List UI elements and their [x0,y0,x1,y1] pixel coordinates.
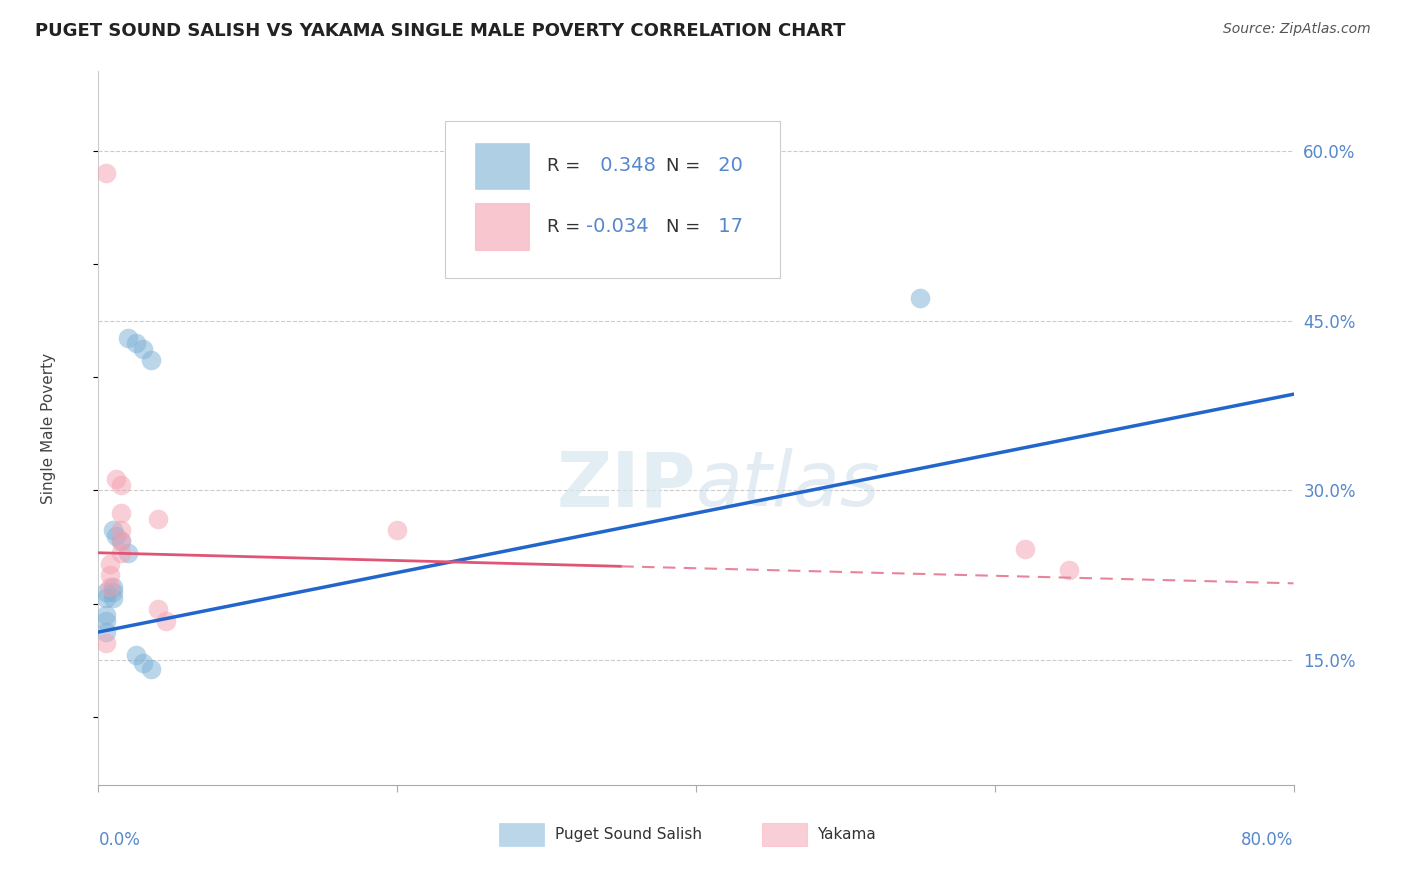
Text: 17: 17 [711,218,742,236]
FancyBboxPatch shape [762,822,807,846]
Text: 80.0%: 80.0% [1241,831,1294,849]
Point [94,636,117,650]
Point [125,648,148,662]
Point [110,534,132,549]
Text: 0.348: 0.348 [595,156,657,175]
Point [148,512,170,526]
Point [110,534,132,549]
Text: R =: R = [547,218,579,235]
Point [385,523,409,537]
Text: 0.0%: 0.0% [98,831,141,849]
Text: atlas: atlas [696,449,880,522]
FancyBboxPatch shape [446,121,780,278]
Point [98,568,122,582]
Point [105,529,128,543]
Point [132,656,155,670]
Point [139,353,162,368]
Point [110,477,132,491]
Point [125,336,148,351]
Text: -0.034: -0.034 [586,218,648,236]
Text: Single Male Poverty: Single Male Poverty [41,352,56,504]
Point [1059,563,1081,577]
Point [908,291,931,305]
Text: Yakama: Yakama [817,827,876,842]
Point [117,546,139,560]
FancyBboxPatch shape [475,143,529,189]
Point [94,625,117,640]
Point [94,585,117,599]
Text: 20: 20 [711,156,742,175]
Point [98,557,122,571]
Text: PUGET SOUND SALISH VS YAKAMA SINGLE MALE POVERTY CORRELATION CHART: PUGET SOUND SALISH VS YAKAMA SINGLE MALE… [35,22,845,40]
Point [155,614,177,628]
Point [94,166,117,180]
Text: Puget Sound Salish: Puget Sound Salish [555,827,702,842]
FancyBboxPatch shape [475,203,529,250]
Point [94,614,117,628]
Point [110,546,132,560]
Point [94,608,117,623]
Text: N =: N = [666,157,700,175]
Point [98,580,122,594]
Point [94,591,117,605]
Point [103,591,125,605]
Point [103,580,125,594]
Point [1014,542,1036,557]
Point [105,472,128,486]
Point [103,585,125,599]
Point [110,506,132,520]
Point [148,602,170,616]
FancyBboxPatch shape [499,822,544,846]
Point [132,342,155,356]
Text: N =: N = [666,218,700,235]
Text: Source: ZipAtlas.com: Source: ZipAtlas.com [1223,22,1371,37]
Text: R =: R = [547,157,579,175]
Text: ZIP: ZIP [557,449,696,522]
Point [139,662,162,676]
Point [103,523,125,537]
Point [117,330,139,344]
Point [110,523,132,537]
